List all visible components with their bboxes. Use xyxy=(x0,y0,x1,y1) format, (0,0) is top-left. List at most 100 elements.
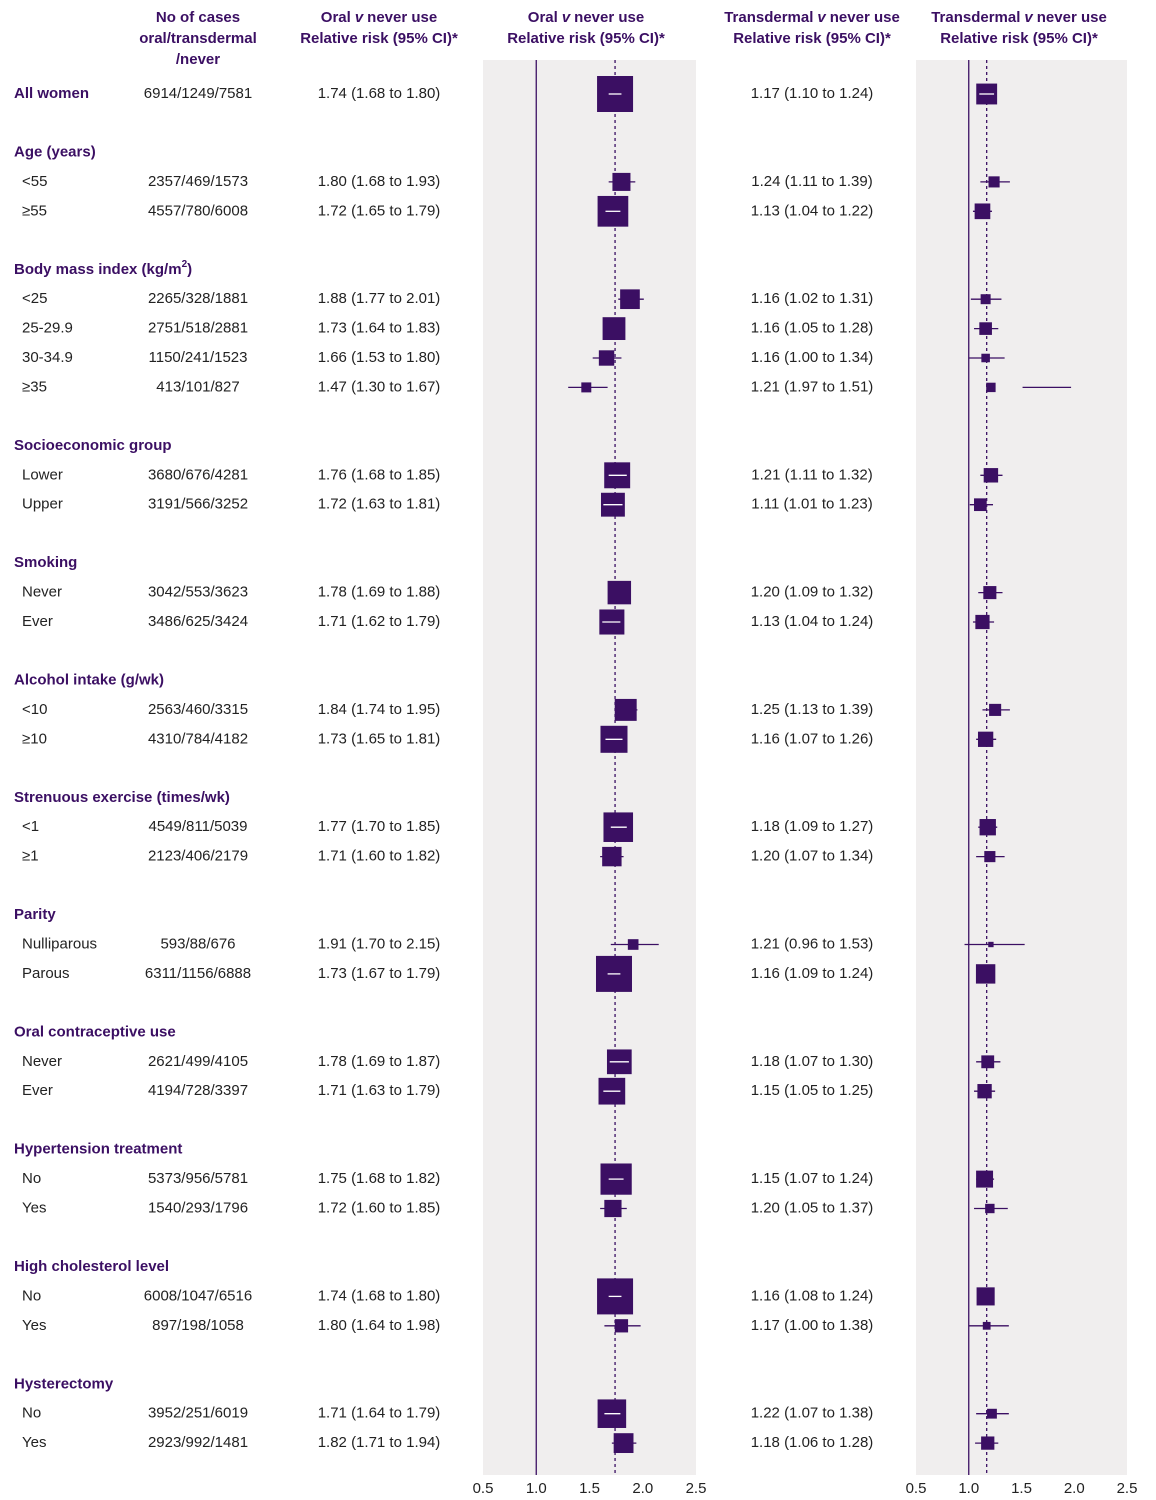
column-header: Relative risk (95% CI)* xyxy=(940,30,1098,47)
row-label: No xyxy=(22,1405,41,1422)
ci-text: 1.22 (1.07 to 1.38) xyxy=(751,1405,874,1422)
estimate-square xyxy=(581,382,592,393)
ci-text: 1.21 (0.96 to 1.53) xyxy=(751,935,874,952)
ci-text: 1.18 (1.07 to 1.30) xyxy=(751,1053,874,1070)
cases: 4549/811/5039 xyxy=(149,818,248,835)
cases: 6311/1156/6888 xyxy=(145,965,251,982)
header-text: Oral xyxy=(528,9,558,26)
column-header: /never xyxy=(176,51,220,68)
ci-text: 1.16 (1.05 to 1.28) xyxy=(751,320,874,337)
x-tick-label: 2.5 xyxy=(1117,1480,1138,1497)
header-text: Oral xyxy=(321,9,351,26)
row-label: Parous xyxy=(22,965,70,982)
x-tick-label: 1.5 xyxy=(579,1480,600,1497)
ci-text: 1.66 (1.53 to 1.80) xyxy=(318,349,441,366)
estimate-square xyxy=(984,851,996,863)
ci-text: 1.80 (1.64 to 1.98) xyxy=(318,1317,441,1334)
estimate-square xyxy=(614,698,637,721)
ci-text: 1.13 (1.04 to 1.22) xyxy=(751,202,874,219)
ci-text: 1.71 (1.64 to 1.79) xyxy=(318,1405,441,1422)
cases: 2357/469/1573 xyxy=(148,173,248,190)
estimate-square xyxy=(604,1199,622,1218)
cases: 4557/780/6008 xyxy=(148,202,248,219)
ci-text: 1.76 (1.68 to 1.85) xyxy=(318,466,441,483)
estimate-square xyxy=(976,1170,994,1188)
ci-text: 1.18 (1.06 to 1.28) xyxy=(751,1434,874,1451)
ci-text: 1.24 (1.11 to 1.39) xyxy=(751,173,872,190)
row-label: 25-29.9 xyxy=(22,320,73,337)
group-label: Parity xyxy=(14,906,56,923)
estimate-square xyxy=(988,176,1000,188)
ci-text: 1.72 (1.60 to 1.85) xyxy=(318,1199,441,1216)
estimate-square xyxy=(974,498,987,512)
ci-text: 1.16 (1.07 to 1.26) xyxy=(751,730,874,747)
cases: 897/198/1058 xyxy=(152,1317,244,1334)
row-label: Yes xyxy=(22,1317,46,1334)
ci-text: 1.11 (1.01 to 1.23) xyxy=(751,496,872,513)
estimate-square xyxy=(612,172,631,191)
cases: 4194/728/3397 xyxy=(148,1082,248,1099)
ci-text: 1.77 (1.70 to 1.85) xyxy=(318,818,441,835)
x-tick-label: 1.0 xyxy=(958,1480,979,1497)
row-label: ≥55 xyxy=(22,202,47,219)
row-label: All women xyxy=(14,85,89,102)
ci-text: 1.16 (1.09 to 1.24) xyxy=(751,965,874,982)
group-label-text: Strenuous exercise (times/wk) xyxy=(14,789,230,806)
estimate-square xyxy=(975,614,990,630)
ci-text: 1.75 (1.68 to 1.82) xyxy=(318,1170,441,1187)
estimate-square xyxy=(988,941,994,948)
estimate-square xyxy=(981,1055,995,1069)
column-header: Relative risk (95% CI)* xyxy=(507,30,665,47)
ci-text: 1.15 (1.05 to 1.25) xyxy=(751,1082,874,1099)
row-label: <55 xyxy=(22,173,47,190)
cases: 6008/1047/6516 xyxy=(144,1287,252,1304)
ci-text: 1.16 (1.08 to 1.24) xyxy=(751,1287,874,1304)
ci-text: 1.71 (1.63 to 1.79) xyxy=(318,1082,441,1099)
row-label: ≥35 xyxy=(22,378,47,395)
header-text: never use xyxy=(367,9,437,26)
group-label: Oral contraceptive use xyxy=(14,1023,176,1040)
group-label: Age (years) xyxy=(14,143,96,160)
ci-text: 1.25 (1.13 to 1.39) xyxy=(751,701,874,718)
group-label-text: Parity xyxy=(14,906,56,923)
x-tick-label: 2.0 xyxy=(1064,1480,1085,1497)
group-label: Strenuous exercise (times/wk) xyxy=(14,789,230,806)
cases: 3680/676/4281 xyxy=(148,466,248,483)
group-label: High cholesterol level xyxy=(14,1258,169,1275)
row-label: Nulliparous xyxy=(22,935,97,952)
cases: 2265/328/1881 xyxy=(148,290,248,307)
ci-text: 1.73 (1.65 to 1.81) xyxy=(318,730,441,747)
row-label: Ever xyxy=(22,1082,53,1099)
column-header: Relative risk (95% CI)* xyxy=(300,30,458,47)
estimate-square xyxy=(985,1203,995,1214)
ci-text: 1.20 (1.05 to 1.37) xyxy=(751,1199,874,1216)
row-label: No xyxy=(22,1287,41,1304)
column-header: Relative risk (95% CI)* xyxy=(733,30,891,47)
estimate-square xyxy=(979,322,992,335)
group-label-text: Smoking xyxy=(14,554,77,571)
estimate-square xyxy=(620,289,640,310)
ci-text: 1.16 (1.00 to 1.34) xyxy=(751,349,874,366)
ci-text: 1.15 (1.07 to 1.24) xyxy=(751,1170,874,1187)
header-text: Transdermal xyxy=(724,9,813,26)
cases: 1150/241/1523 xyxy=(149,349,248,366)
group-label: Body mass index (kg/m2) xyxy=(14,258,192,277)
cases: 2751/518/2881 xyxy=(148,320,248,337)
group-label: Hysterectomy xyxy=(14,1375,114,1392)
ci-text: 1.17 (1.10 to 1.24) xyxy=(751,85,874,102)
ci-text: 1.91 (1.70 to 2.15) xyxy=(318,935,441,952)
estimate-square xyxy=(598,350,615,366)
cases: 2621/499/4105 xyxy=(148,1053,248,1070)
ci-text: 1.17 (1.00 to 1.38) xyxy=(751,1317,874,1334)
ci-text: 1.21 (1.11 to 1.32) xyxy=(751,466,872,483)
group-label: Alcohol intake (g/wk) xyxy=(14,671,164,688)
ci-text: 1.18 (1.09 to 1.27) xyxy=(751,818,874,835)
estimate-square xyxy=(983,586,997,600)
cases: 3952/251/6019 xyxy=(148,1405,248,1422)
group-label-text: Alcohol intake (g/wk) xyxy=(14,671,164,688)
cases: 2563/460/3315 xyxy=(148,701,248,718)
ci-text: 1.73 (1.64 to 1.83) xyxy=(318,320,441,337)
x-tick-label: 0.5 xyxy=(473,1480,494,1497)
ci-text: 1.88 (1.77 to 2.01) xyxy=(318,290,441,307)
